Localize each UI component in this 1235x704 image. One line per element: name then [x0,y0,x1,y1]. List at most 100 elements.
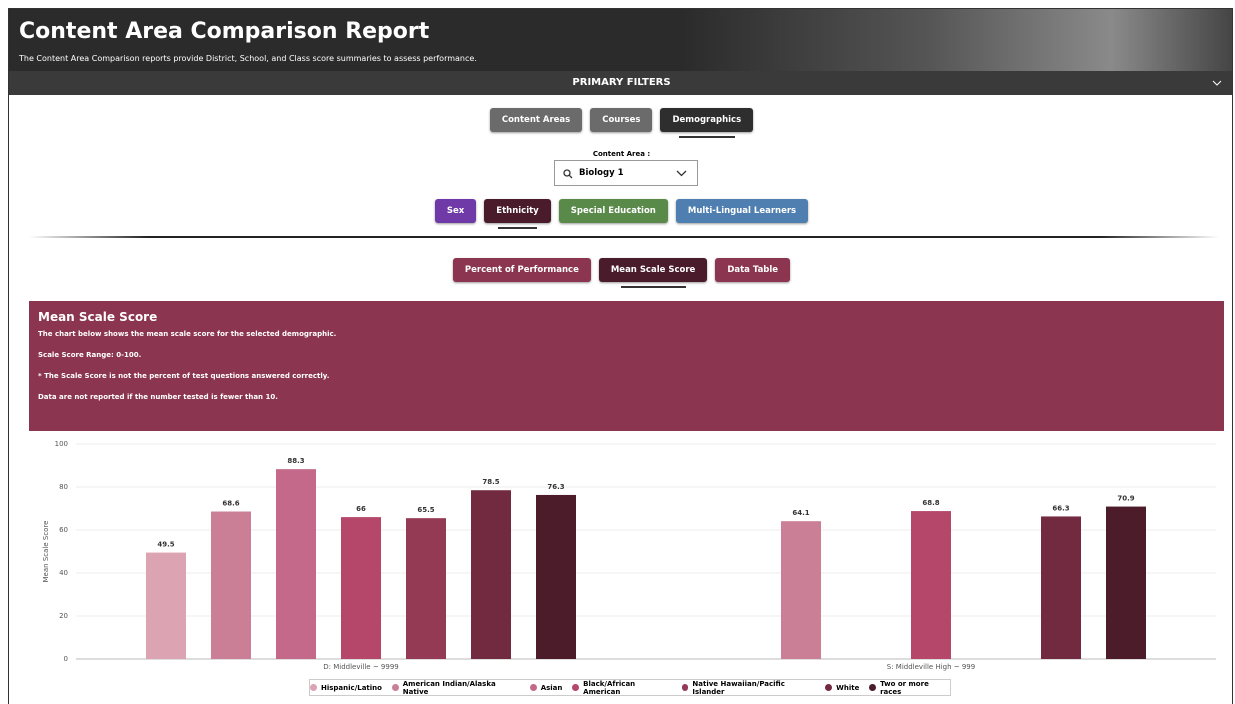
panel-text: The chart below shows the mean scale sco… [38,330,336,338]
panel-text: Data are not reported if the number test… [38,393,278,401]
button[interactable]: Special Education [559,199,668,223]
legend-label: Hispanic/Latino [321,684,382,692]
button[interactable]: Mean Scale Score [599,258,707,282]
button[interactable]: Ethnicity [484,199,550,223]
button-wrap: Ethnicity [484,199,550,229]
app-frame: Content Area Comparison Report The Conte… [8,8,1233,704]
button[interactable]: Data Table [715,258,790,282]
content-area-select[interactable]: Biology 1 [554,160,698,186]
button-wrap: Special Education [559,199,668,229]
y-tick-label: 80 [59,483,68,491]
value-label: 78.5 [482,478,499,486]
legend-label: Asian [541,684,563,692]
legend-item[interactable]: American Indian/Alaska Native [392,680,520,696]
legend-item[interactable]: White [825,684,859,692]
page: Content Area Comparison Report The Conte… [0,0,1235,704]
bar [1041,516,1081,659]
value-label: 66 [356,505,366,513]
y-axis-title: Mean Scale Score [42,521,50,583]
button[interactable]: Multi-Lingual Learners [676,199,808,223]
legend-swatch [392,684,399,691]
button[interactable]: Content Areas [490,108,582,132]
bar [911,511,951,659]
y-tick-label: 20 [59,612,68,620]
chevron [1212,79,1222,87]
active-indicator [621,286,686,288]
legend-item[interactable]: Black/African American [572,680,671,696]
button-wrap: Percent of Performance [453,258,591,288]
panel-text: Scale Score Range: 0-100. [38,351,141,359]
bar [406,518,446,659]
value-label: 70.9 [1117,495,1134,503]
value-label: 88.3 [287,457,304,465]
view-buttons: Percent of Performance Mean Scale Score Da… [9,258,1233,288]
button[interactable]: Percent of Performance [453,258,591,282]
bar [146,553,186,659]
value-label: 49.5 [157,541,174,549]
chevron [676,170,687,177]
active-indicator [498,227,538,229]
value-label: 68.8 [922,499,939,507]
legend-label: Black/African American [583,680,671,696]
header: Content Area Comparison Report The Conte… [9,9,1233,71]
active-indicator [679,136,735,138]
value-label: 68.6 [222,500,239,508]
page-subtitle: The Content Area Comparison reports prov… [19,54,477,63]
button-wrap: Mean Scale Score [599,258,707,288]
x-tick-label: S: Middleville High ~ 999 [887,663,975,671]
y-tick-label: 100 [55,440,68,448]
bar [341,517,381,659]
legend-swatch [825,684,832,691]
x-tick-label: D: Middleville ~ 9999 [323,663,399,671]
bar [1106,507,1146,659]
bar [276,469,316,659]
legend-label: Two or more races [880,680,950,696]
legend-label: White [836,684,859,692]
page-title: Content Area Comparison Report [19,19,429,44]
legend-item[interactable]: Asian [530,684,563,692]
legend-item[interactable]: Native Hawaiian/Pacific Islander [682,680,815,696]
legend-swatch [530,684,537,691]
bar [536,495,576,659]
content-area-label: Content Area : [9,150,1233,158]
button-wrap: Sex [435,199,476,229]
search-icon [563,169,573,179]
filter-tabs: Content Areas Courses Demographics [9,108,1233,138]
legend-label: American Indian/Alaska Native [403,680,520,696]
value-label: 64.1 [792,509,809,517]
content-area-value: Biology 1 [579,168,623,178]
filters-bar[interactable]: PRIMARY FILTERS [9,71,1233,95]
legend-swatch [572,684,579,691]
legend-swatch [310,684,317,691]
button-wrap: Multi-Lingual Learners [676,199,808,229]
legend-swatch [682,684,689,691]
demographic-buttons: Sex Ethnicity Special Education Multi-Lingu… [9,199,1233,229]
separator [29,236,1219,238]
y-tick-label: 0 [64,655,68,663]
bar [781,521,821,659]
bar [471,490,511,659]
panel-title: Mean Scale Score [38,310,157,324]
legend-swatch [869,684,876,691]
filters-bar-label: PRIMARY FILTERS [572,77,670,88]
bar [211,512,251,659]
value-label: 66.3 [1052,504,1069,512]
chart: 0 20 40 60 80 100 Mean Scale Score D: Middlevil… [9,433,1233,704]
button-wrap: Data Table [715,258,790,288]
legend-item[interactable]: Two or more races [869,680,950,696]
info-panel: Mean Scale Score The chart below shows t… [29,301,1224,431]
legend: Hispanic/Latino American Indian/Alaska Na… [309,679,951,696]
button-wrap: Courses [590,108,652,138]
legend-item[interactable]: Hispanic/Latino [310,684,382,692]
button-wrap: Content Areas [490,108,582,138]
y-tick-label: 60 [59,526,68,534]
button[interactable]: Demographics [660,108,753,132]
legend-label: Native Hawaiian/Pacific Islander [692,680,815,696]
button[interactable]: Courses [590,108,652,132]
y-tick-label: 40 [59,569,68,577]
button[interactable]: Sex [435,199,476,223]
panel-text: * The Scale Score is not the percent of … [38,372,329,380]
button-wrap: Demographics [660,108,753,138]
value-label: 76.3 [547,483,564,491]
value-label: 65.5 [417,506,434,514]
